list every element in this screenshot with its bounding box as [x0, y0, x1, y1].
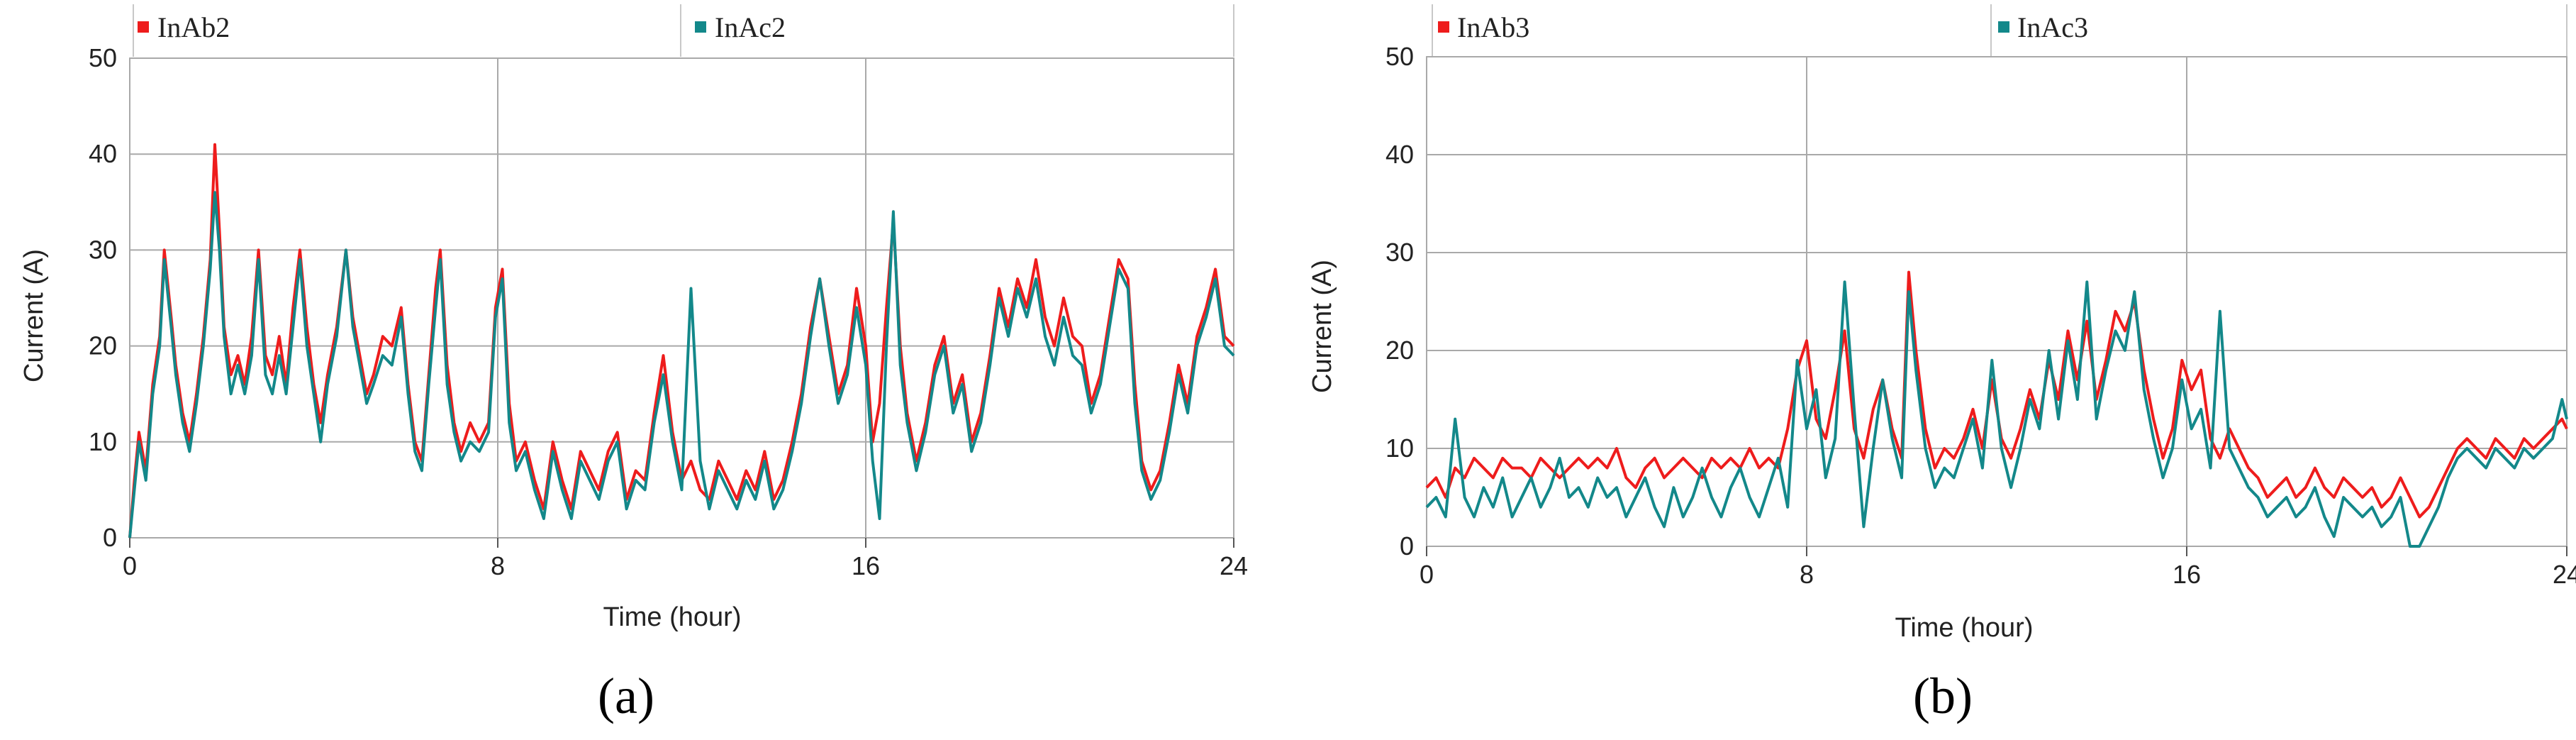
y-tick-labels-b: 0 10 20 30 40 50 — [1385, 42, 1414, 560]
x-axis-label-b: Time (hour) — [1895, 613, 2034, 643]
series-line-inac3 — [1425, 280, 2568, 548]
y-tick-label: 40 — [89, 139, 117, 168]
y-tick-label: 10 — [89, 427, 117, 456]
x-tick-label: 16 — [2173, 560, 2201, 589]
x-tick-label: 8 — [491, 551, 505, 580]
x-tick-labels-a: 0 8 16 24 — [123, 551, 1248, 580]
legend-label-inab3: InAb3 — [1457, 11, 1529, 43]
legend-swatch-inac3 — [1998, 21, 2009, 33]
grid-b — [1426, 56, 2567, 556]
y-axis-label-a: Current (A) — [19, 249, 49, 382]
caption-a: (a) — [598, 668, 654, 724]
legend-label-inac2: InAc2 — [715, 11, 786, 43]
series-a — [128, 143, 1235, 539]
y-tick-label: 0 — [1400, 531, 1414, 560]
y-tick-label: 40 — [1385, 140, 1414, 169]
x-tick-label: 0 — [1420, 560, 1434, 589]
chart-panel-b: InAb3 InAc3 0 10 20 30 40 50 0 8 16 24 Time (hou… — [1300, 0, 2576, 740]
chart-panel-a: InAb2 InAc2 0 10 20 30 40 50 0 8 16 24 Time (hou… — [0, 0, 1276, 740]
x-tick-label: 24 — [2553, 560, 2576, 589]
legend-swatch-inab3 — [1438, 21, 1449, 33]
x-tick-label: 16 — [852, 551, 880, 580]
x-axis-label-a: Time (hour) — [603, 602, 742, 632]
x-tick-label: 8 — [1800, 560, 1814, 589]
line-chart-b: InAb3 InAc3 0 10 20 30 40 50 0 8 16 24 Time (hou… — [1307, 4, 2576, 724]
series-b — [1425, 270, 2568, 548]
y-axis-label-b: Current (A) — [1307, 260, 1337, 393]
y-tick-label: 30 — [89, 235, 117, 264]
legend-a: InAb2 InAc2 — [133, 4, 1234, 57]
y-tick-label: 50 — [1385, 42, 1414, 71]
x-tick-label: 0 — [123, 551, 137, 580]
series-line-inac2 — [128, 191, 1235, 539]
legend-swatch-inab2 — [138, 21, 149, 33]
x-tick-label: 24 — [1220, 551, 1248, 580]
plot-area-frame-b — [1426, 56, 2567, 547]
caption-b: (b) — [1913, 668, 1973, 724]
legend-label-inac3: InAc3 — [2017, 11, 2088, 43]
y-tick-label: 50 — [89, 43, 117, 72]
legend-swatch-inac2 — [695, 21, 706, 33]
y-tick-label: 20 — [1385, 336, 1414, 365]
line-chart-a: InAb2 InAc2 0 10 20 30 40 50 0 8 16 24 Time (hou… — [19, 4, 1248, 724]
y-tick-label: 20 — [89, 331, 117, 360]
legend-label-inab2: InAb2 — [157, 11, 230, 43]
y-tick-labels-a: 0 10 20 30 40 50 — [89, 43, 117, 552]
x-tick-labels-b: 0 8 16 24 — [1420, 560, 2576, 589]
legend-b: InAb3 InAc3 — [1432, 4, 2567, 57]
y-tick-label: 0 — [103, 523, 117, 552]
y-tick-label: 10 — [1385, 433, 1414, 463]
y-tick-label: 30 — [1385, 238, 1414, 267]
